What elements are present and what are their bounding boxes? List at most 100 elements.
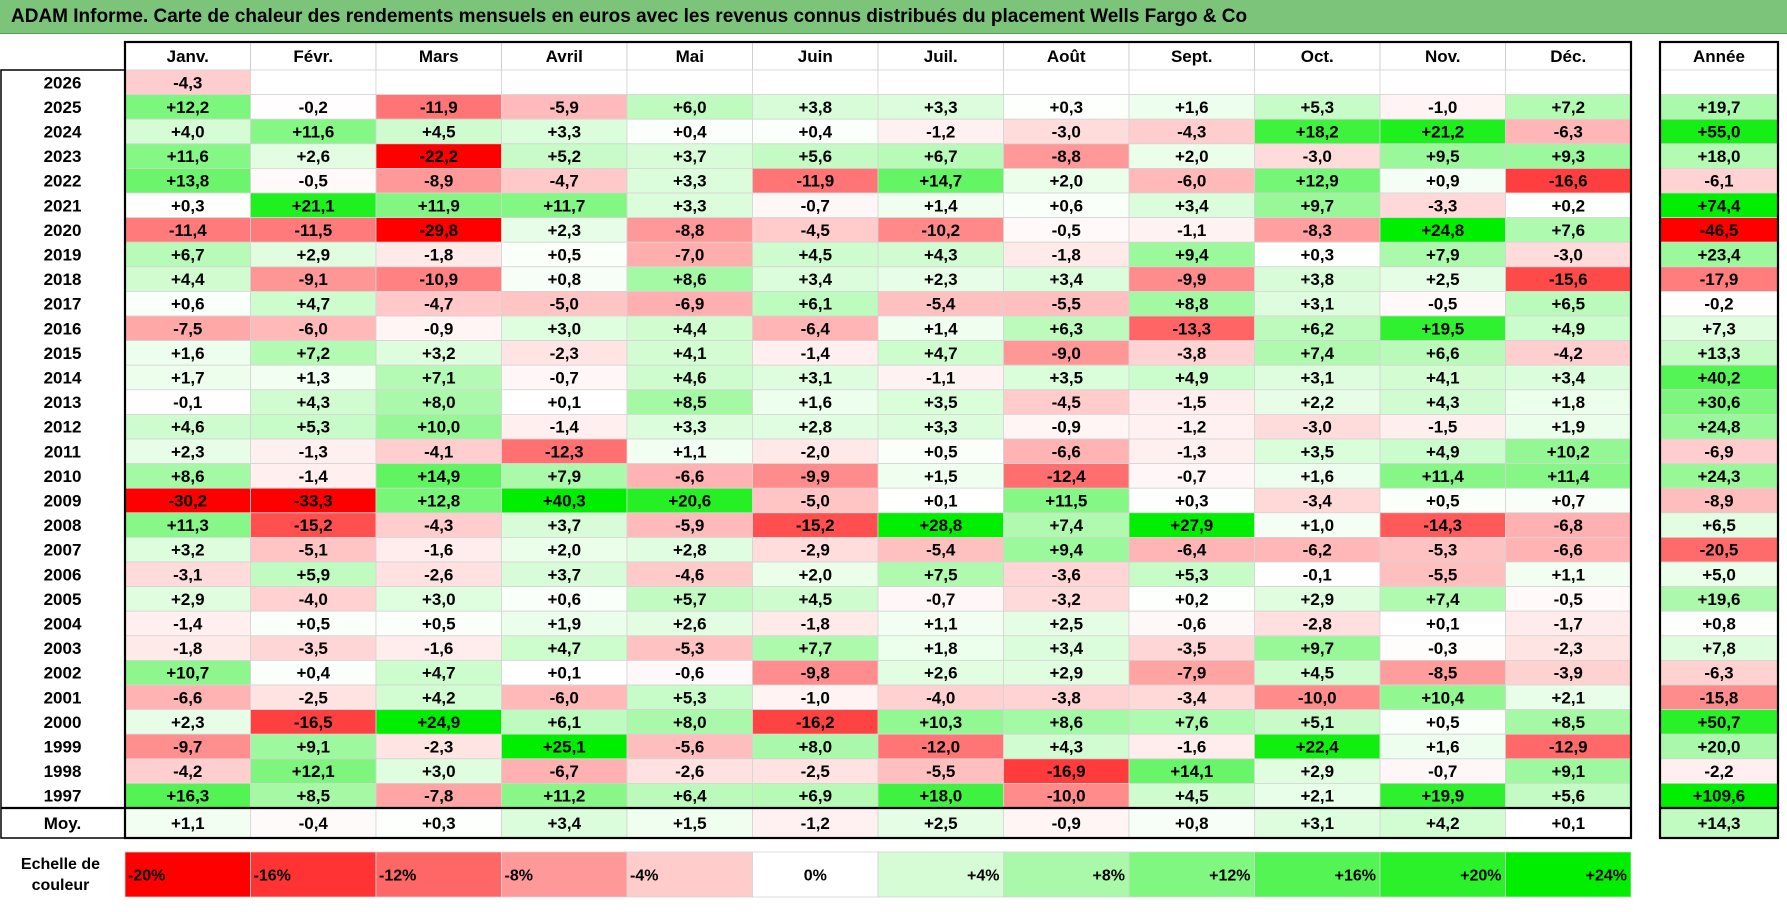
cell-value-2025-1: +12,2 xyxy=(166,98,209,117)
cell-2007-12 xyxy=(1505,537,1632,563)
cell-2013-2 xyxy=(250,389,377,415)
cell-value-2010-11: +11,4 xyxy=(1422,467,1465,486)
cell-2018-8 xyxy=(1003,266,1130,292)
cell-value-2009-5: +20,6 xyxy=(668,492,711,511)
cell-value-2009-9: +0,3 xyxy=(1175,492,1209,511)
cell-value-2006-3: -2,6 xyxy=(424,565,453,584)
cell-value-2020-12: +7,6 xyxy=(1551,221,1585,240)
average-value-2: -0,4 xyxy=(299,814,329,833)
cell-2007-8 xyxy=(1003,537,1130,563)
cell-2018-12 xyxy=(1505,266,1632,292)
cell-2021-10 xyxy=(1254,192,1381,219)
cell-2008-9 xyxy=(1128,512,1255,538)
cell-value-2020-4: +2,3 xyxy=(547,221,581,240)
cell-value-2019-9: +9,4 xyxy=(1175,246,1209,265)
cell-value-2021-2: +21,1 xyxy=(292,196,335,215)
cell-value-1997-11: +19,9 xyxy=(1421,787,1464,806)
cell-value-1998-5: -2,6 xyxy=(675,762,704,781)
cell-value-2020-5: -8,8 xyxy=(675,221,704,240)
cell-value-1997-12: +5,6 xyxy=(1551,787,1585,806)
row-label-2019: 2019 xyxy=(44,246,82,265)
cell-2002-3 xyxy=(375,660,502,686)
cell-value-2020-11: +24,8 xyxy=(1421,221,1464,240)
cell-value-2004-6: -1,8 xyxy=(801,615,830,634)
cell-2004-6 xyxy=(752,610,879,637)
cell-2013-10 xyxy=(1254,389,1381,415)
cell-2026-10 xyxy=(1254,69,1381,96)
cell-value-1997-2: +8,5 xyxy=(296,787,330,806)
cell-2024-2 xyxy=(250,118,377,145)
cell-2017-10 xyxy=(1254,290,1381,317)
cell-value-2011-10: +3,5 xyxy=(1300,442,1334,461)
cell-value-2019-11: +7,9 xyxy=(1426,246,1460,265)
cell-value-2010-6: -9,9 xyxy=(801,467,830,486)
cell-2001-2 xyxy=(250,684,377,711)
cell-value-2011-9: -1,3 xyxy=(1177,442,1206,461)
average-value-5: +1,5 xyxy=(673,814,707,833)
cell-2020-9 xyxy=(1128,217,1255,243)
cell-value-2009-12: +0,7 xyxy=(1551,492,1585,511)
cell-value-2024-2: +11,6 xyxy=(292,123,334,142)
cell-value-2013-9: -1,5 xyxy=(1177,393,1206,412)
cell-value-2017-8: -5,5 xyxy=(1052,295,1081,314)
average-cell-11 xyxy=(1379,807,1506,839)
cell-1999-7 xyxy=(877,733,1004,760)
cell-value-2020-1: -11,4 xyxy=(169,221,207,240)
cell-value-2015-12: -4,2 xyxy=(1554,344,1583,363)
cell-2007-7 xyxy=(877,537,1004,563)
month-header-6: Juin xyxy=(798,47,833,66)
scale-swatch-12 xyxy=(1505,851,1632,898)
cell-2000-1 xyxy=(124,709,251,735)
cell-2000-5 xyxy=(626,709,753,735)
cell-2013-1 xyxy=(124,389,251,415)
cell-2012-10 xyxy=(1254,413,1381,440)
cell-value-1999-11: +1,6 xyxy=(1426,738,1460,757)
cell-value-2022-1: +13,8 xyxy=(166,172,209,191)
year-cell-2023 xyxy=(1659,143,1779,169)
cell-value-2021-12: +0,2 xyxy=(1551,196,1585,215)
average-value-7: +2,5 xyxy=(924,814,958,833)
cell-2015-11 xyxy=(1379,340,1506,366)
cell-value-2006-9: +5,3 xyxy=(1175,565,1209,584)
row-label-1998: 1998 xyxy=(44,762,82,781)
cell-2010-1 xyxy=(124,463,251,489)
cell-2001-3 xyxy=(375,684,502,711)
year-value-2025: +19,7 xyxy=(1697,98,1740,117)
cell-value-2019-4: +0,5 xyxy=(547,246,581,265)
cell-1999-1 xyxy=(124,733,251,760)
cell-2025-8 xyxy=(1003,94,1130,120)
year-value-2022: -6,1 xyxy=(1704,172,1733,191)
cell-2013-11 xyxy=(1379,389,1506,415)
cell-2011-2 xyxy=(250,438,377,465)
cell-2011-12 xyxy=(1505,438,1632,465)
cell-value-2002-7: +2,6 xyxy=(924,664,958,683)
scale-swatch-7 xyxy=(877,851,1004,898)
cell-value-2022-4: -4,7 xyxy=(550,172,579,191)
cell-2023-7 xyxy=(877,143,1004,169)
cell-2006-3 xyxy=(375,561,502,588)
cell-value-2001-9: -3,4 xyxy=(1177,688,1207,707)
scale-label-line1: Echelle de xyxy=(21,856,100,873)
cell-value-2008-9: +27,9 xyxy=(1170,516,1213,535)
cell-2014-1 xyxy=(124,364,251,391)
cell-value-1997-1: +16,3 xyxy=(166,787,209,806)
cell-value-2022-9: -6,0 xyxy=(1177,172,1206,191)
cell-2020-1 xyxy=(124,217,251,243)
cell-value-2021-8: +0,6 xyxy=(1049,196,1083,215)
cell-2023-9 xyxy=(1128,143,1255,169)
cell-2020-4 xyxy=(501,217,628,243)
cell-2013-9 xyxy=(1128,389,1255,415)
cell-value-2024-5: +0,4 xyxy=(673,123,707,142)
average-cell-8 xyxy=(1003,807,1130,839)
cell-value-2015-11: +6,6 xyxy=(1426,344,1460,363)
cell-2017-5 xyxy=(626,290,753,317)
cell-value-2007-5: +2,8 xyxy=(673,541,707,560)
year-value-2004: +0,8 xyxy=(1702,615,1736,634)
cell-value-2010-4: +7,9 xyxy=(547,467,581,486)
cell-value-2025-4: -5,9 xyxy=(550,98,579,117)
cell-value-2011-2: -1,3 xyxy=(299,442,328,461)
cell-1997-5 xyxy=(626,783,753,809)
cell-2005-8 xyxy=(1003,586,1130,612)
cell-2015-10 xyxy=(1254,340,1381,366)
